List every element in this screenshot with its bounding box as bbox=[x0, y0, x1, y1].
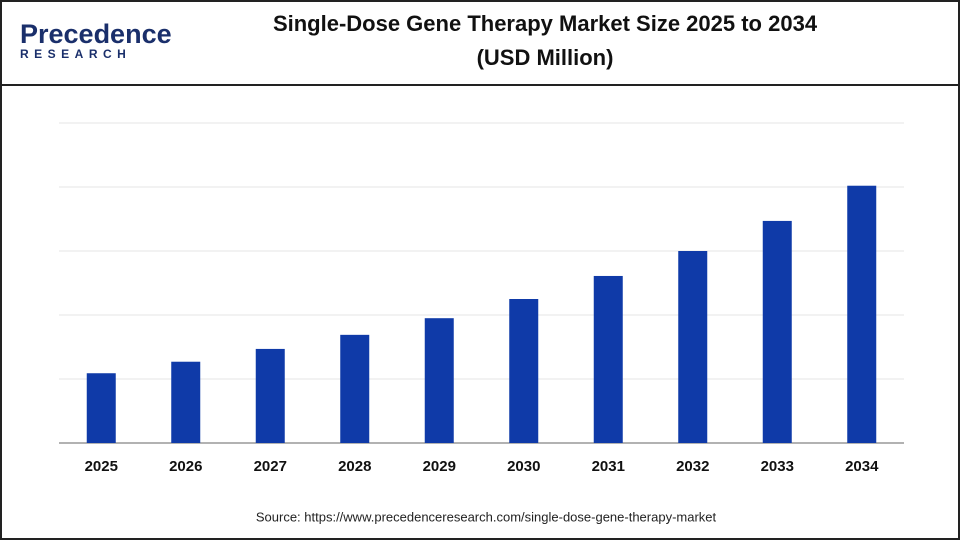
x-tick-label: 2027 bbox=[254, 458, 287, 475]
bar bbox=[86, 373, 116, 443]
bar bbox=[762, 220, 792, 443]
bar bbox=[847, 185, 877, 443]
x-tick-label: 2031 bbox=[592, 458, 625, 475]
x-tick-label: 2030 bbox=[507, 458, 540, 475]
x-tick-label: 2029 bbox=[423, 458, 456, 475]
x-tick-label: 2025 bbox=[85, 458, 118, 475]
x-tick-label: 2034 bbox=[845, 458, 879, 475]
x-tick-label: 2032 bbox=[676, 458, 709, 475]
x-tick-label: 2026 bbox=[169, 458, 202, 475]
logo-subname: RESEARCH bbox=[20, 47, 131, 61]
chart-title: Single-Dose Gene Therapy Market Size 202… bbox=[273, 11, 818, 36]
bar bbox=[678, 251, 708, 443]
bar bbox=[255, 348, 285, 443]
bar bbox=[509, 299, 539, 443]
bar bbox=[171, 361, 201, 443]
bar bbox=[424, 318, 454, 443]
chart-title: (USD Million) bbox=[477, 45, 614, 70]
source: Source: https://www.precedenceresearch.c… bbox=[256, 509, 717, 524]
bar bbox=[340, 334, 370, 443]
logo-name: Precedence bbox=[20, 19, 172, 49]
bar bbox=[593, 275, 623, 443]
x-tick-label: 2033 bbox=[761, 458, 794, 475]
x-tick-label: 2028 bbox=[338, 458, 371, 475]
